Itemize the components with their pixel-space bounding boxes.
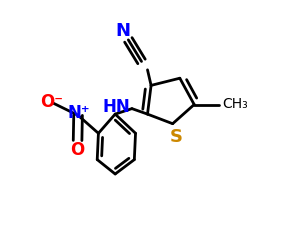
Text: CH₃: CH₃ — [222, 97, 248, 111]
Text: S: S — [169, 128, 182, 146]
Text: N: N — [116, 22, 131, 40]
Text: HN: HN — [102, 98, 130, 116]
Text: N⁺: N⁺ — [68, 104, 91, 122]
Text: O: O — [71, 141, 85, 159]
Text: O⁻: O⁻ — [40, 93, 63, 111]
